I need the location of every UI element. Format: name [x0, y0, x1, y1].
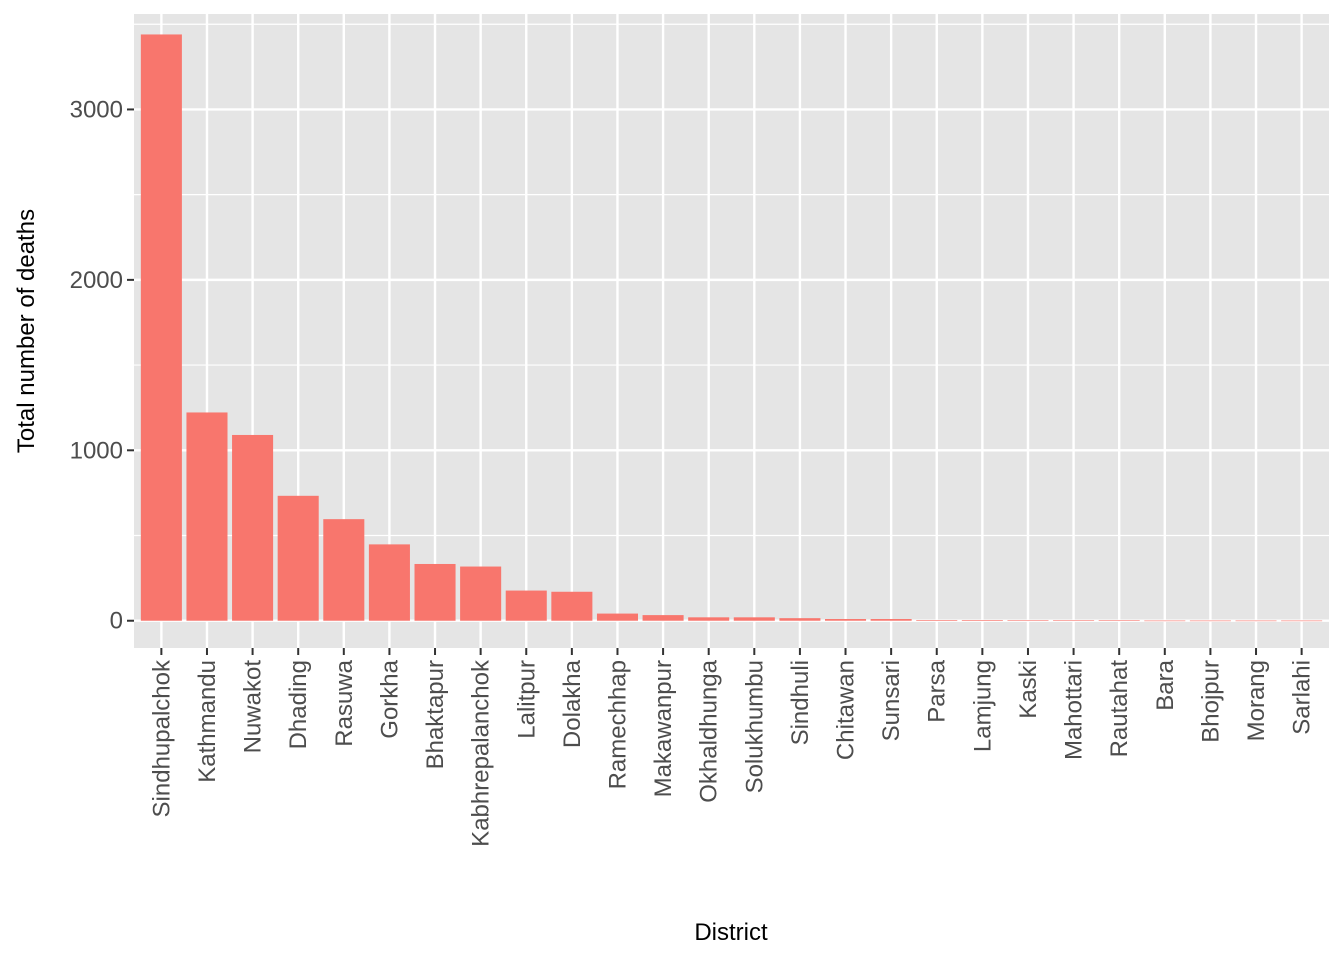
x-tick-label: Nuwakot [240, 660, 267, 754]
x-tick-label: Lalitpur [513, 660, 540, 739]
x-tick-label: Sarlahi [1289, 660, 1316, 735]
x-axis-title: District [694, 919, 768, 946]
bar-dhading [277, 495, 319, 621]
x-tick-label: Kathmandu [194, 660, 221, 783]
x-tick-label: Kaski [1015, 660, 1042, 719]
bar-rasuwa [323, 519, 365, 621]
x-tick-label: Rautahat [1106, 660, 1133, 758]
bar-gorkha [368, 544, 410, 621]
bar-chitawan [825, 619, 867, 621]
bar-sunsari [870, 619, 912, 621]
x-tick-label: Parsa [924, 659, 951, 722]
x-tick-label: Ramechhap [604, 660, 631, 789]
x-tick-label: Morang [1243, 660, 1270, 741]
x-tick-label: Chitawan [833, 660, 860, 760]
x-tick-label: Mahottari [1061, 660, 1088, 760]
bar-bhaktapur [414, 563, 456, 621]
bar-lamjung [961, 620, 1003, 621]
bars [140, 34, 1323, 622]
bar-makawanpur [642, 615, 684, 621]
x-tick-label: Solukhumbu [741, 660, 768, 793]
y-axis: 0 1000 2000 3000 [70, 96, 134, 635]
bar-lalitpur [505, 590, 547, 621]
bar-nuwakot [232, 434, 274, 621]
y-tick-label: 3000 [70, 96, 123, 123]
bar-kathmandu [186, 412, 228, 621]
x-tick-label: Rasuwa [331, 659, 358, 746]
x-tick-label: Makawanpur [650, 660, 677, 797]
bar-bhojpur [1189, 620, 1231, 622]
bar-kabhrepalanchok [460, 566, 502, 621]
x-tick-label: Bhaktapur [422, 660, 449, 769]
bar-sindhupalchok [140, 34, 182, 621]
bar-bara [1144, 620, 1186, 622]
y-tick-label: 0 [110, 608, 123, 635]
bar-morang [1235, 620, 1277, 622]
bar-sindhuli [779, 618, 821, 621]
x-tick-label: Dhading [285, 660, 312, 749]
x-tick-label: Lamjung [969, 660, 996, 752]
x-tick-label: Kabhrepalanchok [468, 659, 495, 847]
bar-ramechhap [596, 613, 638, 621]
bar-okhaldhunga [688, 617, 730, 621]
x-tick-label: Bara [1152, 659, 1179, 710]
x-tick-label: Gorkha [376, 659, 403, 738]
y-tick-label: 1000 [70, 437, 123, 464]
bar-solukhumbu [733, 617, 775, 621]
y-tick-label: 2000 [70, 267, 123, 294]
x-tick-label: Dolakha [559, 659, 586, 748]
x-axis: Sindhupalchok Kathmandu Nuwakot Dhading Rasu… [148, 648, 1316, 847]
bar-sarlahi [1281, 620, 1323, 622]
bar-parsa [916, 620, 958, 621]
x-tick-label: Sunsari [878, 660, 905, 741]
x-tick-label: Okhaldhunga [696, 659, 723, 802]
bar-rautahat [1098, 620, 1140, 621]
bar-dolakha [551, 591, 593, 621]
x-tick-label: Bhojpur [1197, 660, 1224, 743]
bar-mahottari [1053, 620, 1095, 621]
y-axis-title: Total number of deaths [13, 209, 40, 453]
x-tick-label: Sindhuli [787, 660, 814, 745]
bar-kaski [1007, 620, 1049, 621]
x-tick-label: Sindhupalchok [148, 659, 175, 817]
